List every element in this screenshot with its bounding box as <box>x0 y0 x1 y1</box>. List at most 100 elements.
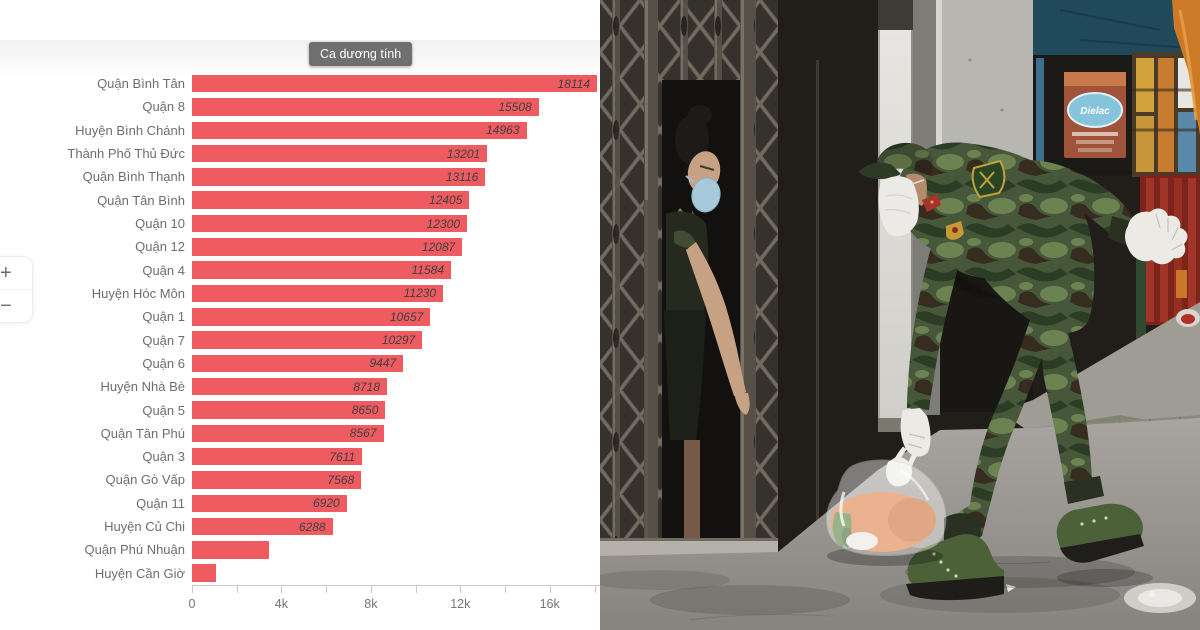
value-label: 11230 <box>403 286 437 301</box>
sign-text: Dielac <box>1080 106 1110 117</box>
category-label: Huyện Nhà Bè <box>100 379 185 395</box>
bar-track: 14963 <box>192 121 600 140</box>
bar[interactable]: 10657 <box>192 308 431 326</box>
bar[interactable]: 7568 <box>192 471 362 489</box>
bar[interactable]: 12405 <box>192 191 470 209</box>
category-label: Quận Gò Vấp <box>105 472 186 488</box>
bar-row: Quận Bình Thạnh 13116 <box>0 165 600 188</box>
zoom-control-divider <box>0 289 32 290</box>
woman-arm <box>686 242 746 396</box>
bar[interactable]: 6920 <box>192 494 347 513</box>
cap-visor <box>858 162 901 180</box>
mask-strap <box>685 175 695 183</box>
bar-row: Quận 7 10297 <box>0 328 600 351</box>
bar[interactable]: 13116 <box>192 168 486 186</box>
bar[interactable]: 8650 <box>192 401 386 419</box>
bar-row: Quận Bình Tân 18114 <box>0 72 600 95</box>
woman-hand <box>734 392 750 415</box>
bar[interactable]: 8567 <box>192 424 384 443</box>
bag-shadow <box>827 546 943 566</box>
bar-row: Huyện Nhà Bè 8718 <box>0 375 600 398</box>
covid-cases-chart: Ca dương tính + − Quận Bình Tân 18114 Quận… <box>0 40 600 615</box>
bar[interactable]: 12087 <box>192 238 463 256</box>
axis-tick <box>370 586 372 593</box>
axis-tick-label: 8k <box>364 597 378 611</box>
category-label: Huyện Hóc Môn <box>91 285 185 301</box>
gate-post-over-dress <box>644 200 658 554</box>
bar-row: Thành Phố Thủ Đức 13201 <box>0 142 600 165</box>
face-mask-soldier <box>878 176 919 237</box>
axis-tick <box>192 586 193 593</box>
value-label: 12405 <box>429 193 463 208</box>
axis-tick <box>415 586 417 593</box>
bar[interactable]: 9447 <box>192 354 404 373</box>
bar[interactable]: 11584 <box>192 261 451 279</box>
bar-track: 8567 <box>192 424 600 443</box>
bar-row: Quận 11 6920 <box>0 492 600 515</box>
bar-track: 9447 <box>192 354 600 373</box>
bar-row: Huyện Bình Chánh 14963 <box>0 119 600 142</box>
category-label: Quận Bình Thạnh <box>82 169 185 185</box>
x-axis-line <box>192 585 600 586</box>
bar-track: 7568 <box>192 471 600 489</box>
bar-track: 6920 <box>192 494 600 513</box>
value-label: 9447 <box>369 356 397 371</box>
category-label: Quận Tân Bình <box>97 192 185 208</box>
back-leg <box>1041 310 1092 492</box>
bar-track: 11230 <box>192 284 600 303</box>
bar-rows: Quận Bình Tân 18114 Quận 8 15508 Huyện Bình … <box>0 72 600 585</box>
value-label: 7611 <box>329 449 356 464</box>
category-label: Quận 10 <box>135 216 185 232</box>
bar-row: Quận 10 12300 <box>0 212 600 235</box>
value-label: 11584 <box>411 263 444 278</box>
category-label: Quận 6 <box>142 355 185 371</box>
category-label: Thành Phố Thủ Đức <box>67 146 185 162</box>
eyebrow <box>699 165 715 171</box>
bar[interactable]: 14963 <box>192 121 527 140</box>
value-label: 6920 <box>312 496 340 511</box>
category-label: Quận 7 <box>142 332 185 348</box>
zoom-out-button[interactable]: − <box>0 290 32 322</box>
soldier-in-camouflage <box>858 142 1188 601</box>
white-debris <box>1006 584 1016 592</box>
bar[interactable]: 7611 <box>192 447 363 466</box>
bar[interactable]: 13201 <box>192 144 488 163</box>
bar[interactable]: 10297 <box>192 331 423 349</box>
bar[interactable]: 12300 <box>192 214 467 233</box>
bar-track: 10657 <box>192 308 600 326</box>
value-label: 13201 <box>446 146 481 161</box>
bar[interactable]: 8718 <box>192 377 387 396</box>
bar[interactable] <box>192 564 217 582</box>
bar[interactable]: 15508 <box>192 98 539 116</box>
bar[interactable]: 18114 <box>192 74 597 93</box>
axis-tick-label: 4k <box>274 597 288 611</box>
face-mask-woman <box>691 177 721 213</box>
value-label: 6288 <box>298 519 326 534</box>
back-pant-cuff <box>1064 476 1104 504</box>
value-label: 15508 <box>498 99 532 114</box>
bar-row: Quận 3 7611 <box>0 445 600 468</box>
bag-knot <box>886 456 912 487</box>
green-post <box>1136 238 1146 354</box>
bar-track: 15508 <box>192 98 600 116</box>
torso <box>896 142 1095 334</box>
bar-track: 12405 <box>192 191 600 209</box>
bar-row: Huyện Hóc Môn 11230 <box>0 282 600 305</box>
bar[interactable]: 6288 <box>192 517 333 536</box>
zoom-in-button[interactable]: + <box>0 257 32 289</box>
woman-leg <box>684 440 700 540</box>
bar-track: 7611 <box>192 447 600 466</box>
bar[interactable] <box>192 541 269 559</box>
category-label: Quận Phú Nhuận <box>84 542 185 558</box>
axis-tick <box>549 586 551 593</box>
bar-row: Quận 4 11584 <box>0 259 600 282</box>
plastic-food-bag <box>825 446 947 566</box>
bar-track: 13201 <box>192 144 600 163</box>
axis-tick-label: 0 <box>188 597 196 611</box>
glove-finger-lines <box>907 433 926 449</box>
value-label: 18114 <box>557 76 590 91</box>
x-axis: 0 4k 8k 12k 16k <box>188 585 600 615</box>
value-label: 12300 <box>426 216 460 231</box>
bar[interactable]: 11230 <box>192 284 444 303</box>
value-label: 8567 <box>349 426 377 441</box>
